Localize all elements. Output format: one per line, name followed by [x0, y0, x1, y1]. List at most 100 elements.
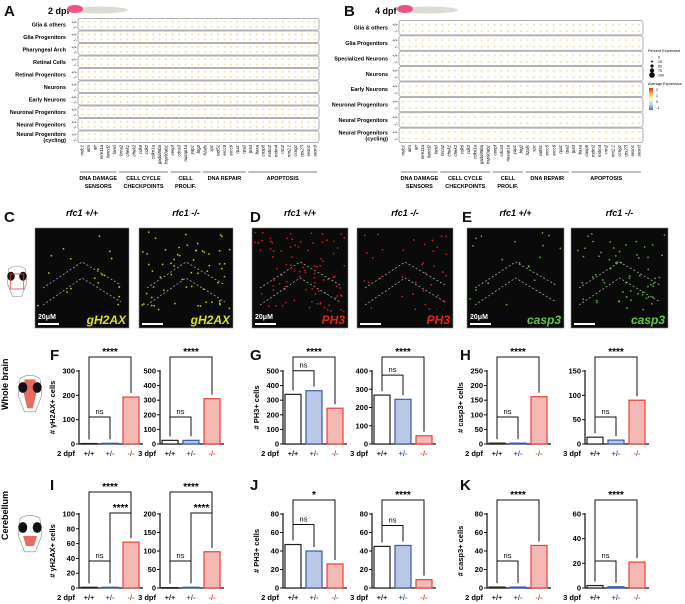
expression-dot — [152, 126, 155, 128]
bar-mut — [122, 396, 140, 445]
expression-dot — [500, 115, 503, 118]
expression-dot — [281, 101, 284, 103]
panel-letter-h: H — [460, 347, 471, 364]
y-tick-label: 100 — [355, 421, 368, 430]
expression-dot — [281, 20, 284, 23]
cell-signal — [412, 293, 414, 296]
expression-dot — [611, 69, 614, 72]
expression-dot — [191, 76, 194, 78]
cell-signal — [261, 231, 264, 234]
expression-dot — [572, 100, 575, 103]
expression-dot — [565, 122, 568, 125]
cell-signal — [221, 235, 223, 238]
y-axis-label: # casp3+ cells — [456, 526, 465, 577]
expression-dot — [106, 126, 109, 128]
expression-dot — [178, 33, 181, 36]
cell-signal — [422, 289, 425, 292]
stage-label: 2 dpf — [261, 449, 279, 458]
expression-dot — [487, 38, 490, 41]
expression-dot — [203, 101, 206, 103]
cell-signal — [62, 247, 65, 250]
expression-dot — [210, 113, 213, 116]
expression-dot — [428, 38, 431, 41]
expression-dot — [275, 113, 278, 116]
cell-signal — [170, 262, 172, 265]
expression-dot — [559, 85, 562, 88]
expression-dot — [203, 70, 206, 73]
genotype-label: +/+ — [392, 99, 398, 104]
cell-signal — [108, 250, 111, 253]
expression-dot — [533, 69, 536, 72]
expression-dot — [184, 51, 187, 53]
cell-signal — [323, 306, 326, 309]
y-tick-label: 60 — [360, 528, 368, 537]
expression-dot — [611, 131, 614, 134]
expression-dot — [81, 26, 83, 28]
expression-dot — [585, 76, 588, 79]
expression-dot — [255, 63, 258, 66]
cell-signal — [641, 293, 644, 296]
expression-dot — [158, 133, 161, 136]
cell-signal — [654, 277, 656, 280]
expression-dot — [81, 113, 83, 116]
gene-label: rad51 — [538, 144, 543, 156]
genotype-label: +/+ — [392, 130, 398, 135]
expression-dot — [106, 38, 109, 41]
dotplot-row-label: Early Neurons — [29, 97, 66, 103]
expression-dot — [203, 120, 206, 123]
genotype-label: +/+ — [71, 94, 77, 99]
expression-dot — [585, 122, 588, 125]
expression-dot — [428, 131, 431, 134]
expression-dot — [152, 70, 155, 73]
expression-dot — [546, 85, 549, 88]
expression-dot — [402, 45, 404, 48]
y-tick-label: 500 — [143, 367, 156, 376]
expression-dot — [559, 131, 562, 134]
expression-dot — [533, 38, 536, 41]
cell-signal — [218, 302, 221, 305]
expression-dot — [184, 20, 187, 23]
bar-het — [509, 586, 527, 589]
expression-dot — [559, 23, 562, 26]
expression-dot — [275, 126, 278, 128]
expression-dot — [100, 33, 103, 36]
expression-dot — [402, 60, 404, 63]
expression-dot — [268, 33, 271, 36]
expression-dot — [255, 51, 258, 53]
expression-dot — [434, 137, 437, 140]
dotplot-group-box — [77, 68, 320, 81]
expression-dot — [605, 137, 608, 140]
expression-dot — [402, 100, 404, 103]
expression-dot — [178, 38, 181, 41]
expression-dot — [493, 60, 496, 63]
expression-dot — [184, 113, 187, 116]
cell-signal — [294, 244, 297, 247]
fish-body — [68, 6, 128, 14]
gene-label: mdc1 — [80, 144, 85, 155]
expression-dot — [572, 69, 575, 72]
expression-dot — [301, 120, 304, 123]
expression-dot — [275, 70, 278, 73]
expression-dot — [223, 95, 226, 98]
y-axis-label: # γH2AX+ cells — [48, 381, 57, 435]
expression-dot — [249, 38, 252, 41]
cell-signal — [559, 247, 562, 250]
significance-bracket — [381, 499, 425, 576]
significance-bracket — [496, 499, 540, 584]
dotplot-group-box — [77, 30, 320, 43]
expression-dot — [152, 95, 155, 98]
expression-dot — [288, 45, 291, 48]
expression-dot — [500, 85, 503, 88]
expression-dot — [415, 45, 418, 48]
cell-signal — [174, 302, 176, 305]
expression-dot — [585, 115, 588, 118]
expression-dot — [203, 113, 206, 116]
expression-dot — [480, 23, 483, 26]
expression-dot — [93, 58, 96, 61]
gene-label: mdm4 — [274, 144, 279, 157]
expression-dot — [165, 45, 168, 48]
expression-dot — [197, 101, 200, 103]
cell-signal — [548, 234, 551, 237]
expression-dot — [520, 115, 522, 118]
expression-dot — [216, 138, 219, 141]
